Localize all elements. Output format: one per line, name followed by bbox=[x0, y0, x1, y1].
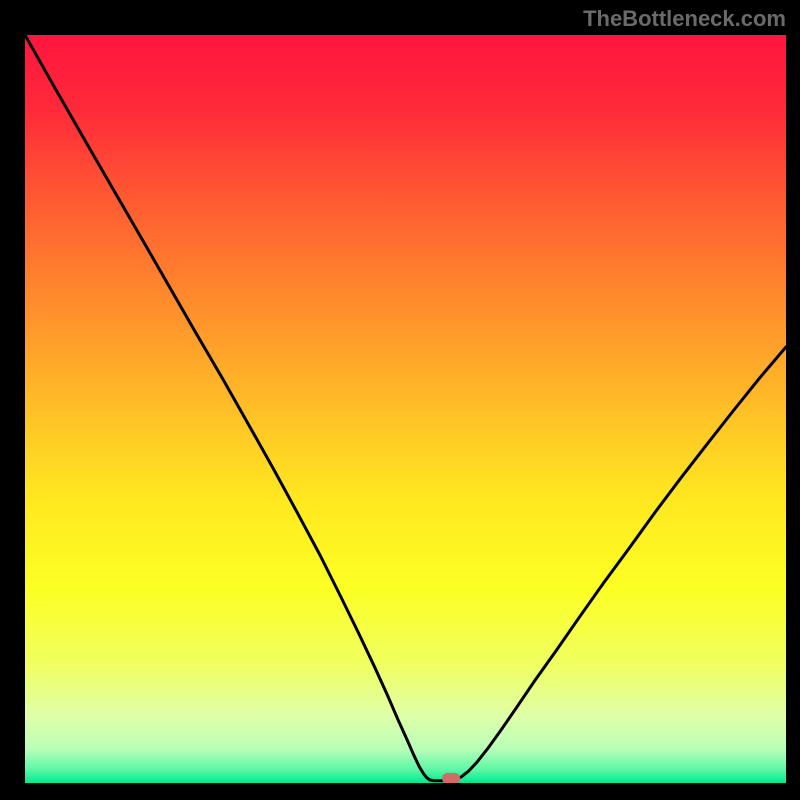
bottleneck-curve bbox=[25, 35, 786, 781]
optimum-marker bbox=[442, 773, 460, 783]
curve-layer bbox=[25, 35, 786, 783]
plot-area bbox=[25, 35, 786, 783]
watermark-text: TheBottleneck.com bbox=[583, 6, 786, 32]
chart-wrapper: TheBottleneck.com bbox=[0, 0, 800, 800]
